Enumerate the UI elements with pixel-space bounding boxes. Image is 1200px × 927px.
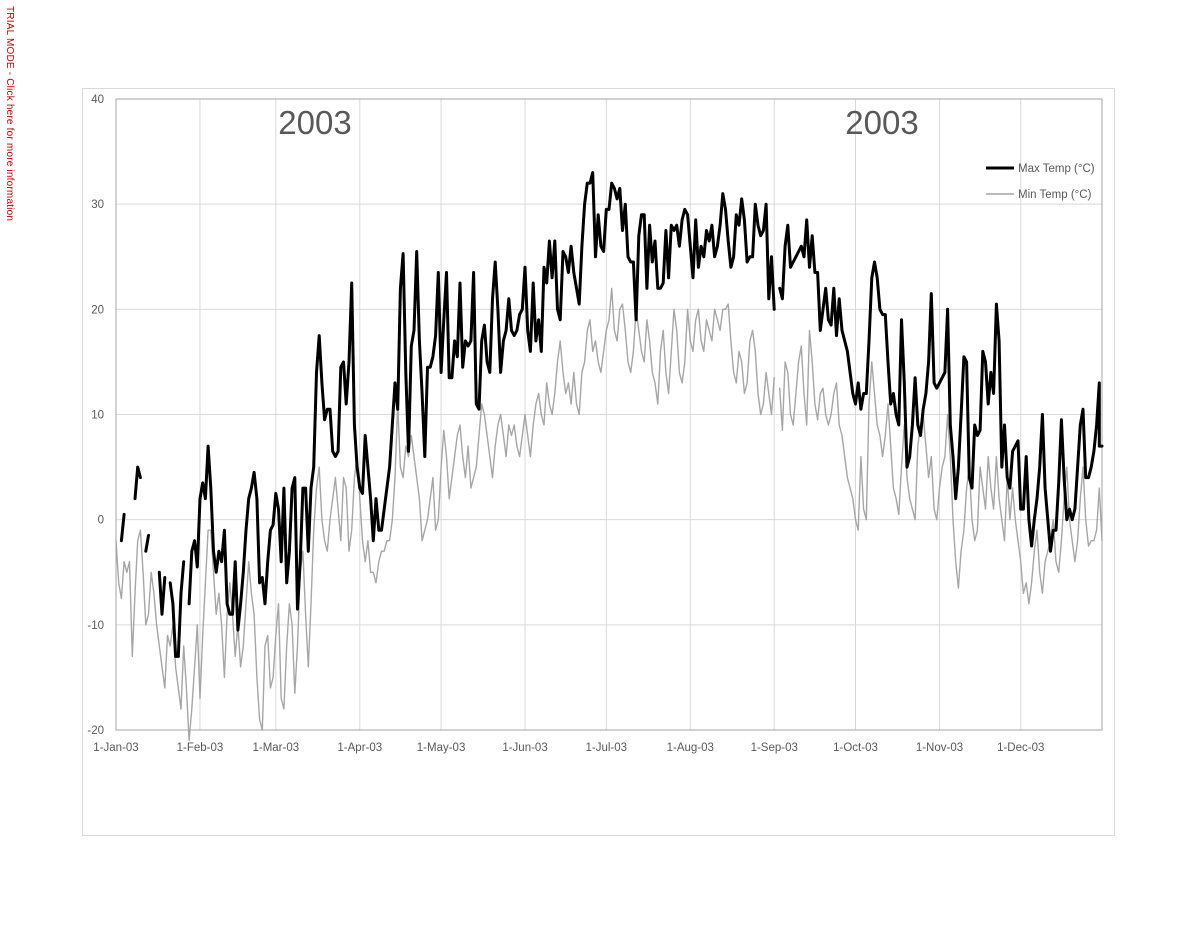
year-label-right: 2003 (845, 104, 918, 141)
x-tick-label: 1-Jun-03 (502, 742, 547, 754)
x-tick-label: 1-Feb-03 (177, 742, 224, 754)
y-tick-label: 10 (91, 410, 104, 422)
max-temp-line (168, 560, 186, 658)
x-tick-label: 1-May-03 (417, 742, 466, 754)
min-temp-series (115, 287, 1103, 742)
y-tick-label: 30 (91, 199, 104, 211)
x-tick-label: 1-Aug-03 (667, 742, 714, 754)
x-tick-label: 1-Nov-03 (916, 742, 963, 754)
x-axis-tick-labels: 1-Jan-03 1-Feb-03 1-Mar-03 1-Apr-03 1-May-03… (93, 742, 1044, 754)
gridlines (115, 98, 1102, 731)
max-temp-line (144, 533, 150, 553)
x-tick-label: 1-Sep-03 (751, 742, 798, 754)
x-tick-label: 1-Dec-03 (997, 742, 1044, 754)
max-temp-line (778, 218, 1104, 553)
max-temp-line (187, 171, 776, 632)
year-label-left: 2003 (278, 104, 351, 141)
x-tick-label: 1-Jul-03 (586, 742, 628, 754)
x-tick-label: 1-Jan-03 (93, 742, 138, 754)
chart-area (82, 88, 1115, 836)
x-tick-label: 1-Apr-03 (337, 742, 382, 754)
min-temp-line (115, 287, 775, 742)
max-temp-line (133, 465, 142, 501)
max-temp-line (157, 570, 167, 616)
x-tick-label: 1-Oct-03 (833, 742, 878, 754)
legend-label-max-temp: Max Temp (°C) (1018, 163, 1095, 175)
y-tick-label: -20 (87, 725, 104, 737)
max-temp-series (119, 171, 1104, 658)
legend-label-min-temp: Min Temp (°C) (1018, 189, 1092, 201)
plot-area-border (115, 98, 1103, 731)
y-axis-tick-labels: -20 -10 0 10 20 30 40 (87, 94, 104, 737)
legend: Max Temp (°C) Min Temp (°C) (986, 163, 1095, 201)
y-tick-label: 20 (91, 304, 104, 316)
y-tick-label: 40 (91, 94, 104, 106)
trial-mode-watermark[interactable]: TRIAL MODE - Click here for more informa… (4, 6, 15, 222)
y-tick-label: 0 (98, 515, 104, 527)
min-temp-line (779, 329, 1103, 605)
y-tick-label: -10 (87, 620, 104, 632)
max-temp-line (119, 512, 126, 543)
x-tick-label: 1-Mar-03 (252, 742, 299, 754)
